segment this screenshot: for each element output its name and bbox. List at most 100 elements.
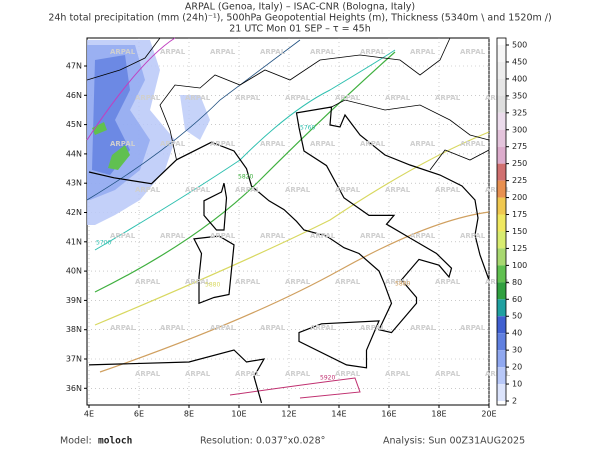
watermark: ARPAL	[460, 324, 486, 332]
lat-tick-label: 38N	[66, 325, 82, 334]
watermark: ARPAL	[310, 324, 336, 332]
colorbar-band	[497, 248, 506, 266]
border	[331, 99, 490, 141]
colorbar-band	[497, 163, 506, 181]
lon-tick-label: 4E	[84, 410, 94, 419]
colorbar-band	[497, 316, 506, 334]
contour-line	[94, 51, 396, 293]
colorbar-band	[497, 231, 506, 249]
watermark: ARPAL	[435, 278, 461, 286]
watermark: ARPAL	[360, 48, 386, 56]
watermark: ARPAL	[385, 370, 411, 378]
colorbar-label: 20	[512, 363, 522, 372]
watermark: ARPAL	[185, 370, 211, 378]
colorbar-label: 400	[512, 74, 527, 83]
watermark: ARPAL	[135, 278, 161, 286]
lon-tick-label: 10E	[231, 410, 246, 419]
colorbar-band	[497, 197, 506, 215]
footer-model: moloch	[98, 436, 132, 447]
colorbar-label: 125	[512, 244, 527, 253]
watermark: ARPAL	[210, 48, 236, 56]
colorbar-band	[497, 333, 506, 351]
colorbar-band	[497, 299, 506, 317]
contour-labels: 5760 5700 5820 5880 5880 5920	[96, 125, 410, 382]
colorbar-band	[497, 146, 506, 164]
watermark: ARPAL	[435, 186, 461, 194]
colorbar-band	[497, 265, 506, 283]
precipitation-field	[87, 40, 210, 225]
map-area: ARPAL ARPAL ARPAL ARPAL ARPAL ARPAL ARPAL ARPAL…	[86, 37, 511, 406]
watermark: ARPAL	[285, 186, 311, 194]
watermark: ARPAL	[385, 94, 411, 102]
contour-label: 5920	[320, 375, 335, 382]
watermark: ARPAL	[235, 278, 261, 286]
colorbar-band	[497, 214, 506, 232]
contour-line	[99, 211, 490, 373]
watermark: ARPAL	[285, 370, 311, 378]
watermark: ARPAL	[210, 324, 236, 332]
watermark: ARPAL	[335, 94, 361, 102]
lat-tick-label: 36N	[66, 384, 82, 393]
watermark: ARPAL	[135, 186, 161, 194]
colorbar-label: 350	[512, 91, 527, 100]
footer-label: Model:	[60, 436, 92, 447]
colorbar-label: 300	[512, 125, 527, 134]
lon-tick-label: 16E	[381, 410, 396, 419]
contour-line	[86, 37, 176, 141]
colorbar-band	[497, 367, 506, 385]
watermark: ARPAL	[235, 94, 261, 102]
contour-line	[94, 131, 490, 326]
contours	[86, 37, 490, 399]
watermark: ARPAL	[260, 232, 286, 240]
lat-tick-label: 43N	[66, 179, 82, 188]
watermark: ARPAL	[185, 278, 211, 286]
watermark: ARPAL	[185, 186, 211, 194]
watermark: ARPAL	[310, 48, 336, 56]
watermark: ARPAL	[360, 140, 386, 148]
contour-line	[229, 377, 361, 399]
header-line: 24h total precipitation (mm (24h)⁻¹), 50…	[48, 13, 551, 24]
contour-label: 5820	[238, 174, 253, 181]
contour-label: 5700	[96, 240, 111, 247]
coastline	[193, 235, 235, 305]
colorbar-label: 60	[512, 295, 522, 304]
precip-area	[108, 145, 130, 170]
watermark: ARPAL	[160, 140, 186, 148]
colorbar-label: 80	[512, 278, 522, 287]
watermark: ARPAL	[110, 140, 136, 148]
watermark: ARPAL	[310, 232, 336, 240]
header-line: ARPAL (Genoa, Italy) – ISAC-CNR (Bologna…	[185, 2, 415, 13]
watermark: ARPAL	[110, 324, 136, 332]
colorbar-label: 225	[512, 176, 527, 185]
lon-tick-label: 6E	[134, 410, 144, 419]
colorbar-label: 100	[512, 261, 527, 270]
watermark: ARPAL	[410, 140, 436, 148]
colorbar-label: 250	[512, 159, 527, 168]
map-frame	[86, 37, 490, 406]
watermark: ARPAL	[160, 324, 186, 332]
watermark: ARPAL	[335, 278, 361, 286]
colorbar-band	[497, 112, 506, 130]
border	[429, 149, 490, 171]
colorbar-band	[497, 350, 506, 368]
contour-label: 5880	[395, 281, 410, 288]
contour-line	[94, 49, 396, 251]
watermark: ARPAL	[135, 94, 161, 102]
contour-label: 5760	[300, 125, 315, 132]
footer-resolution: Resolution: 0.037°x0.028°	[200, 436, 325, 447]
watermark: ARPAL	[385, 278, 411, 286]
colorbar-label: 30	[512, 346, 522, 355]
contour-label: 5880	[205, 282, 220, 289]
watermark: ARPAL	[185, 94, 211, 102]
lon-tick-label: 18E	[431, 410, 446, 419]
watermark: ARPAL	[335, 186, 361, 194]
watermark: ARPAL	[285, 94, 311, 102]
header-line: 21 UTC Mon 01 SEP – τ = 45h	[229, 24, 371, 35]
colorbar-label: 150	[512, 227, 527, 236]
watermark: ARPAL	[360, 324, 386, 332]
precip-area	[92, 122, 107, 135]
watermark: ARPAL	[135, 370, 161, 378]
colorbar-label: 2	[512, 397, 517, 406]
watermark: ARPAL	[260, 324, 286, 332]
watermark: ARPAL	[160, 48, 186, 56]
